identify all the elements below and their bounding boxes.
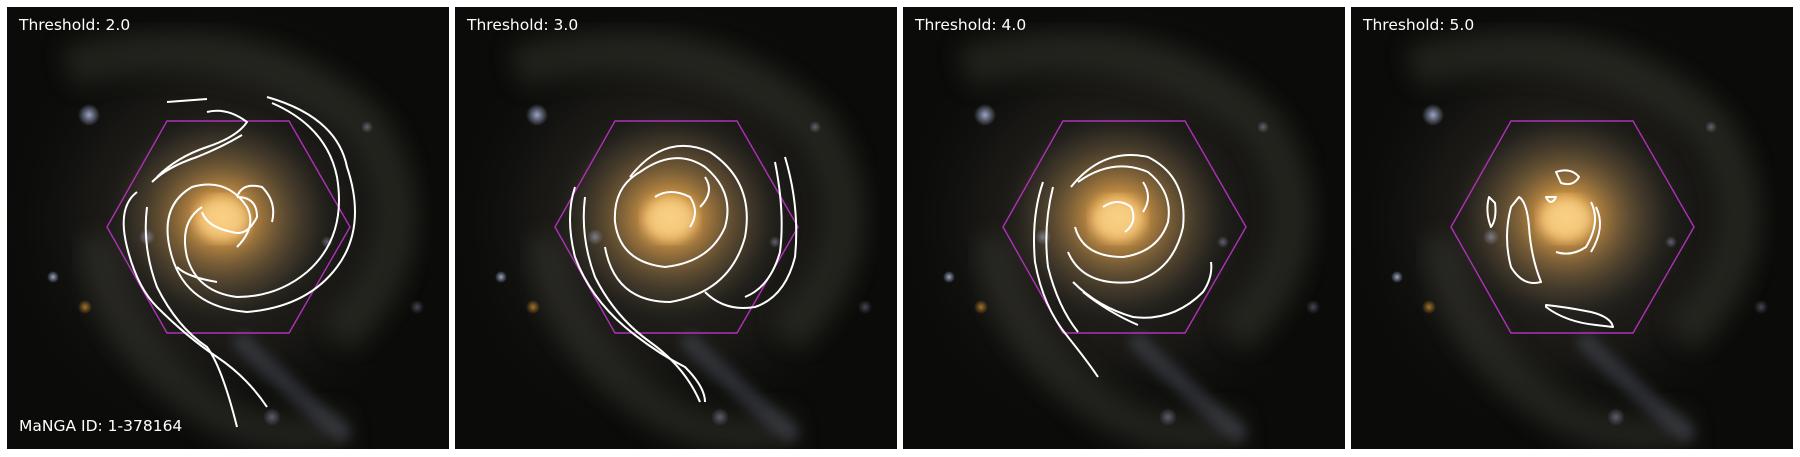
galaxy-panel-threshold-4: Threshold: 4.0 bbox=[903, 7, 1345, 449]
threshold-label: Threshold: 2.0 bbox=[19, 16, 131, 34]
manga-id-label: MaNGA ID: 1-378164 bbox=[19, 417, 183, 435]
spiral-galaxy-image bbox=[7, 7, 449, 449]
galaxy-panel-threshold-2: Threshold: 2.0 MaNGA ID: 1-378164 bbox=[7, 7, 449, 449]
contour-lines bbox=[569, 144, 798, 403]
galaxy-panel-threshold-3: Threshold: 3.0 bbox=[455, 7, 897, 449]
threshold-label: Threshold: 5.0 bbox=[1363, 16, 1475, 34]
spiral-galaxy-image bbox=[1351, 7, 1793, 449]
panel-grid: Threshold: 2.0 MaNGA ID: 1-378164 Thresh… bbox=[7, 7, 1793, 449]
spiral-galaxy-image bbox=[455, 7, 897, 449]
threshold-label: Threshold: 3.0 bbox=[467, 16, 579, 34]
galaxy-panel-threshold-5: Threshold: 5.0 bbox=[1351, 7, 1793, 449]
spiral-galaxy-image bbox=[903, 7, 1345, 449]
contour-lines bbox=[122, 96, 356, 428]
contour-lines bbox=[1033, 154, 1213, 378]
contour-lines bbox=[1486, 169, 1614, 328]
threshold-label: Threshold: 4.0 bbox=[915, 16, 1027, 34]
